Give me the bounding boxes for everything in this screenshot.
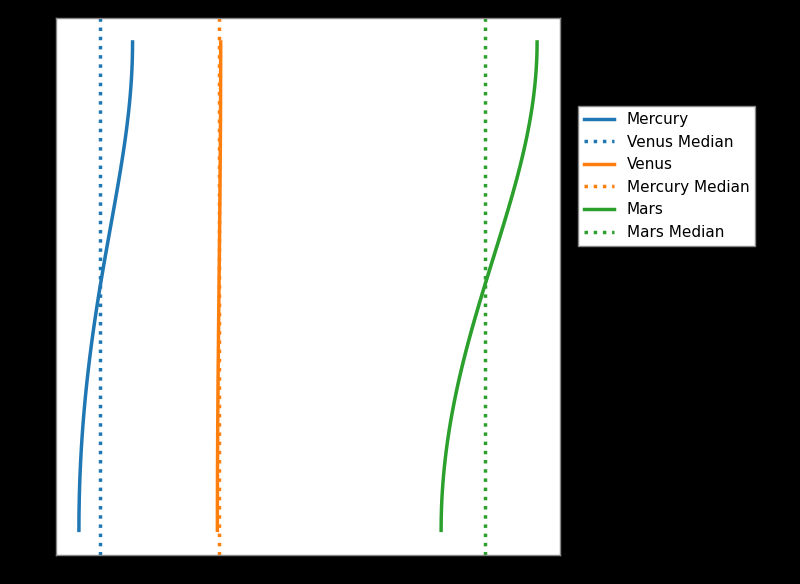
Legend: Mercury, Venus Median, Venus, Mercury Median, Mars, Mars Median: Mercury, Venus Median, Venus, Mercury Me…: [578, 106, 755, 246]
